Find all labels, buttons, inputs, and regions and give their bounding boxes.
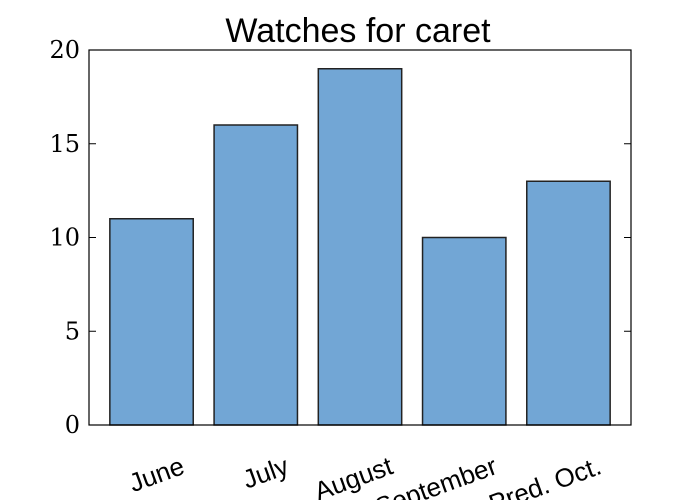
x-tick-label-pred-oct: Pred. Oct. bbox=[485, 450, 605, 500]
x-tick-label-june: June bbox=[125, 450, 188, 497]
bars-layer bbox=[109, 68, 611, 426]
y-tick-label-0: 0 bbox=[65, 411, 80, 439]
bar-august bbox=[317, 68, 403, 426]
y-tick-label-10: 10 bbox=[49, 224, 80, 252]
y-tick-label-15: 15 bbox=[49, 130, 80, 158]
bar-june bbox=[109, 218, 194, 426]
bar-pred-oct bbox=[526, 180, 611, 426]
y-tick-label-5: 5 bbox=[65, 317, 80, 345]
x-tick-label-july: July bbox=[239, 450, 293, 494]
bar-july bbox=[213, 124, 299, 426]
chart-title: Watches for caret bbox=[225, 12, 491, 50]
y-axis: 0 5 10 15 20 bbox=[49, 36, 631, 439]
y-tick-label-20: 20 bbox=[49, 36, 80, 64]
bar-september bbox=[421, 236, 507, 426]
